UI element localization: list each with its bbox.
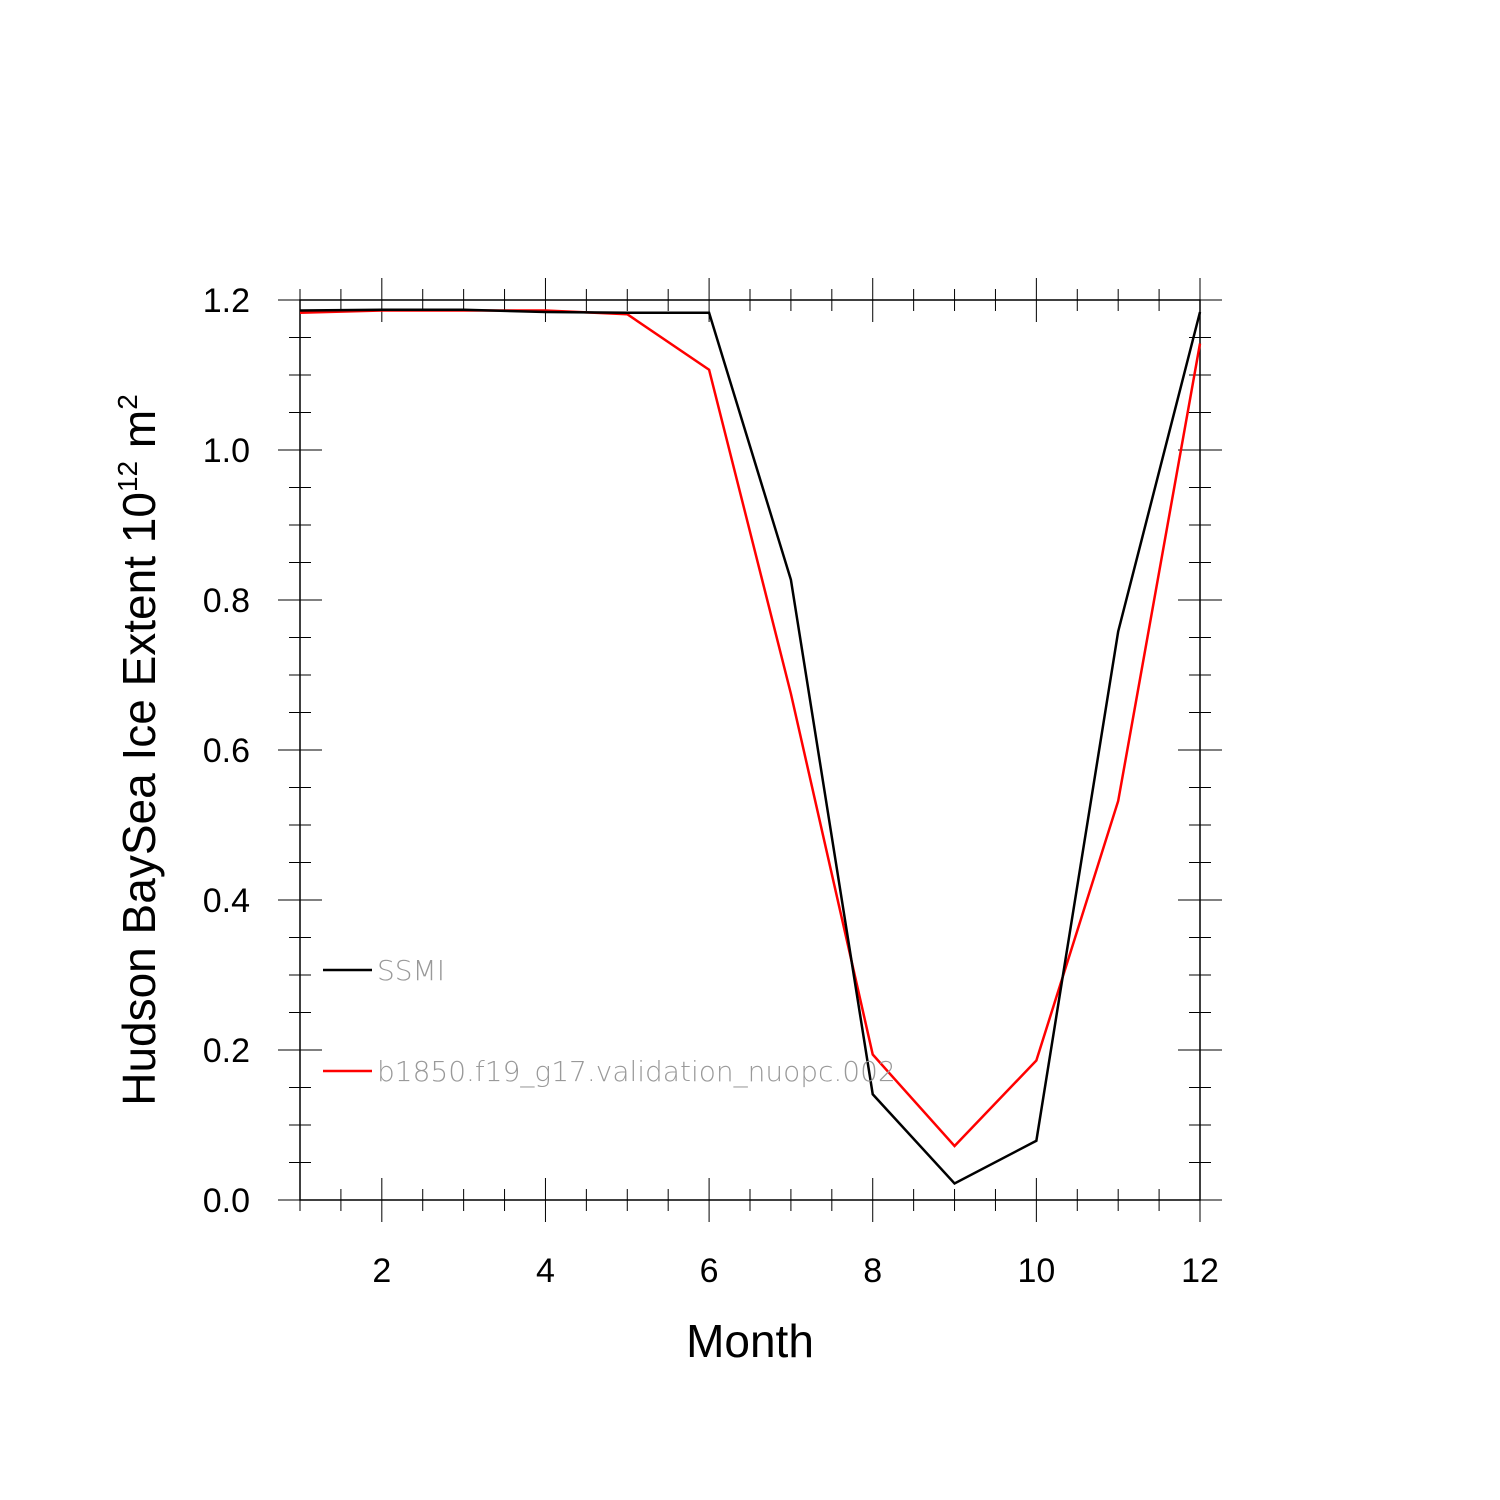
y-tick-label: 0.8 — [203, 582, 250, 620]
x-tick-label: 10 — [1017, 1252, 1055, 1290]
y-tick-label: 0.4 — [203, 882, 250, 920]
y-axis-title: Hudson BaySea Ice Extent 1012 m2 — [112, 394, 165, 1106]
legend: SSMI b1850.f19_g17.validation_nuopc.002 — [323, 954, 896, 1089]
y-tick-label: 1.0 — [203, 432, 250, 470]
series-line-model — [299, 309, 1202, 1148]
y-tick-label: 0.6 — [203, 732, 250, 770]
x-tick-label: 6 — [700, 1252, 719, 1290]
series-lines — [299, 308, 1202, 1186]
series-line-ssmi — [299, 308, 1202, 1186]
x-tick-label: 2 — [372, 1252, 391, 1290]
legend-label: b1850.f19_g17.validation_nuopc.002 — [377, 1055, 896, 1089]
x-tick-label: 4 — [536, 1252, 555, 1290]
y-tick-label: 0.2 — [203, 1032, 250, 1070]
y-axis-title-main: Hudson BaySea Ice Extent 10 — [113, 492, 165, 1106]
legend-label: SSMI — [377, 954, 445, 987]
x-tick-label: 12 — [1181, 1252, 1219, 1290]
y-tick-label: 0.0 — [203, 1182, 250, 1220]
ticks — [278, 278, 1222, 1222]
y-axis-title-unit-exponent: 2 — [112, 394, 143, 410]
y-axis-title-unit: m — [113, 410, 165, 448]
tick-labels: 2 4 6 8 10 12 0.0 0.2 0.4 0.6 0.8 1.0 1.2 — [203, 282, 1219, 1290]
x-tick-label: 8 — [863, 1252, 882, 1290]
y-axis-title-exponent: 12 — [112, 461, 143, 492]
y-tick-label: 1.2 — [203, 282, 250, 320]
x-axis-title: Month — [686, 1315, 814, 1367]
y-axis-title-spacer — [113, 448, 165, 461]
